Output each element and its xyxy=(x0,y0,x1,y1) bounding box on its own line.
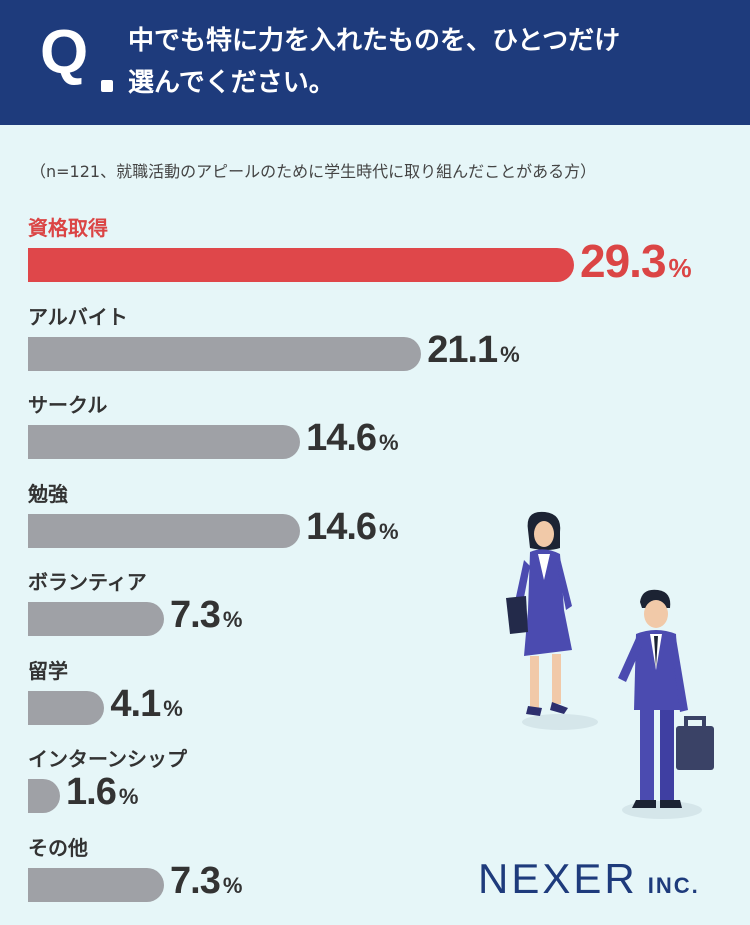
businessman-figure xyxy=(618,589,714,819)
question-text: 中でも特に力を入れたものを、ひとつだけ 選んでください。 xyxy=(128,20,728,104)
category-label: 資格取得 xyxy=(28,216,108,240)
nexer-logo: NEXER INC. xyxy=(478,855,700,903)
brand-suffix: INC. xyxy=(647,873,700,898)
brand-name: NEXER xyxy=(478,855,638,902)
value-label: 7.3% xyxy=(170,594,242,637)
category-label: 勉強 xyxy=(28,481,68,506)
category-label: その他 xyxy=(28,835,88,860)
value-number: 4.1 xyxy=(110,682,161,725)
question-mark-dot xyxy=(101,80,113,92)
value-unit: % xyxy=(163,695,183,721)
category-label: ボランティア xyxy=(28,570,147,594)
bar xyxy=(28,779,60,813)
value-number: 14.6 xyxy=(306,505,377,548)
value-unit: % xyxy=(379,430,399,455)
bar xyxy=(28,867,165,902)
question-line-1: 中でも特に力を入れたものを、ひとつだけ xyxy=(128,26,621,56)
question-line-2: 選んでください。 xyxy=(128,68,335,98)
bar xyxy=(28,690,105,725)
value-number: 7.3 xyxy=(170,594,221,636)
bar xyxy=(28,513,301,548)
value-unit: % xyxy=(222,607,243,632)
category-label: サークル xyxy=(28,393,108,417)
question-mark: Q xyxy=(40,18,89,87)
question-header: Q 中でも特に力を入れたものを、ひとつだけ 選んでください。 xyxy=(0,0,750,125)
value-number: 1.6 xyxy=(66,771,117,813)
bar xyxy=(28,602,165,636)
value-number: 7.3 xyxy=(170,859,221,902)
sample-note: （n=121、就職活動のアピールのために学生時代に取り組んだことがある方） xyxy=(30,162,597,181)
value-unit: % xyxy=(118,784,139,809)
value-label: 4.1% xyxy=(110,683,182,726)
value-unit: % xyxy=(379,518,399,544)
value-number: 21.1 xyxy=(427,328,498,371)
value-unit: % xyxy=(222,872,243,898)
bar xyxy=(28,336,422,371)
value-label: 14.6% xyxy=(306,506,399,549)
category-label: アルバイト xyxy=(28,304,128,329)
business-people-illustration xyxy=(506,511,714,819)
value-label: 21.1% xyxy=(427,329,520,372)
bar xyxy=(28,425,301,459)
value-number: 29.3 xyxy=(580,235,667,287)
value-label: 14.6% xyxy=(306,417,399,460)
value-label: 29.3% xyxy=(580,234,692,288)
value-label: 1.6% xyxy=(66,771,138,814)
value-number: 14.6 xyxy=(306,417,377,459)
category-label: インターンシップ xyxy=(28,747,187,771)
bar xyxy=(28,248,574,282)
category-label: 留学 xyxy=(28,658,68,683)
value-label: 7.3% xyxy=(170,860,242,903)
value-unit: % xyxy=(668,253,692,283)
value-unit: % xyxy=(500,341,520,367)
businesswoman-figure xyxy=(506,511,598,730)
